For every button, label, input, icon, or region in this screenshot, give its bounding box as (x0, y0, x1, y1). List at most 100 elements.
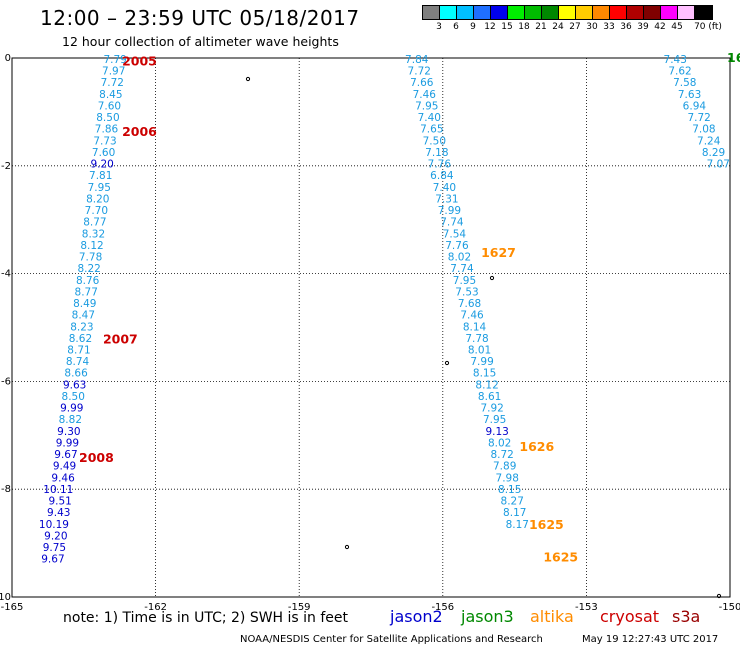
page-subtitle: 12 hour collection of altimeter wave hei… (62, 34, 339, 49)
pass-time-label: 1625 (543, 550, 578, 565)
wave-height-label: 8.32 (82, 228, 105, 240)
wave-height-label: 9.43 (47, 507, 70, 519)
x-tick-label: -165 (1, 602, 24, 613)
wave-height-label: 7.60 (98, 100, 121, 112)
wave-height-label: 8.22 (77, 263, 100, 275)
wave-height-label: 7.74 (440, 217, 464, 229)
wave-height-label: 9.20 (90, 159, 113, 171)
wave-height-label: 9.75 (43, 542, 66, 554)
color-swatch (542, 6, 559, 19)
island-marker (344, 544, 350, 550)
wave-height-label: 8.23 (70, 321, 93, 333)
pass-time-label: 1627 (481, 245, 516, 260)
color-swatch (474, 6, 491, 19)
wave-height-label: 7.43 (664, 54, 687, 66)
wave-height-label: 7.76 (428, 159, 452, 171)
color-scale-label: 70 (ft) (694, 22, 722, 32)
wave-height-label: 7.72 (687, 112, 710, 124)
x-tick-label: -156 (431, 602, 454, 613)
wave-height-label: 8.47 (72, 310, 95, 322)
color-scale-label: 24 (552, 22, 564, 32)
legend-s3a: s3a (672, 607, 701, 626)
island-marker (489, 275, 495, 281)
color-scale-label: 36 (620, 22, 632, 32)
wave-height-label: 7.31 (435, 193, 458, 205)
legend-altika: altika (530, 607, 574, 626)
wave-height-label: 9.30 (57, 426, 80, 438)
wave-height-label: 7.74 (450, 263, 474, 275)
wave-height-label: 8.76 (76, 275, 100, 287)
wave-height-label: 7.66 (410, 77, 434, 89)
timestamp-text: May 19 12:27:43 UTC 2017 (582, 634, 719, 645)
wave-height-label: 8.02 (448, 252, 471, 264)
wave-height-label: 8.14 (463, 321, 487, 333)
color-swatch (440, 6, 457, 19)
wave-height-label: 8.71 (67, 345, 90, 357)
island-marker (245, 76, 251, 82)
wave-height-label: 6.84 (430, 170, 454, 182)
legend-jason3: jason3 (461, 607, 514, 626)
page-title: 12:00 – 23:59 UTC 05/18/2017 (40, 6, 360, 30)
y-tick-label: -4 (1, 269, 11, 280)
wave-height-label: 7.92 (480, 403, 503, 415)
map-frame (11, 57, 731, 598)
x-tick-label: -162 (144, 602, 167, 613)
wave-height-label: 9.46 (51, 472, 75, 484)
wave-height-label: 9.67 (41, 554, 64, 566)
wave-height-label: 8.50 (62, 391, 85, 403)
y-tick-label: -2 (1, 161, 11, 172)
wave-height-label: 8.27 (501, 496, 524, 508)
color-scale-label: 12 (484, 22, 496, 32)
wave-height-label: 7.95 (483, 414, 506, 426)
wave-height-label: 9.99 (56, 437, 79, 449)
color-scale-label: 21 (535, 22, 547, 32)
color-swatch (678, 6, 695, 19)
wave-height-label: 7.65 (420, 124, 443, 136)
wave-height-label: 8.12 (80, 240, 103, 252)
wave-height-label: 8.77 (75, 286, 98, 298)
wave-height-label: 7.68 (458, 298, 481, 310)
color-scale-label: 18 (518, 22, 530, 32)
color-scale-label: 9 (470, 22, 476, 32)
color-swatch (491, 6, 508, 19)
wave-height-label: 7.89 (493, 461, 516, 473)
color-scale-label: 39 (637, 22, 649, 32)
wave-height-label: 7.40 (433, 182, 456, 194)
pass-time-label: 2005 (122, 54, 157, 69)
color-scale: 3 6 9 12 15 18 21 24 27 30 33 36 39 42 45 70 (ft) (422, 5, 722, 34)
wave-height-label: 7.62 (668, 66, 691, 78)
wave-height-label: 10.11 (43, 484, 73, 496)
footer-note: note: 1) Time is in UTC; 2) SWH is in fe… (63, 610, 349, 626)
island-marker (444, 360, 450, 366)
color-scale-label: 45 (671, 22, 683, 32)
wave-height-label: 9.51 (48, 496, 71, 508)
wave-height-label: 7.99 (470, 356, 493, 368)
color-swatch (457, 6, 474, 19)
wave-height-label: 7.18 (425, 147, 448, 159)
y-tick-label: 0 (5, 53, 11, 64)
wave-height-label: 7.78 (465, 333, 488, 345)
color-scale-label: 30 (586, 22, 598, 32)
color-swatch (559, 6, 576, 19)
wave-height-label: 8.15 (473, 368, 496, 380)
pass-time-label: 2006 (122, 124, 157, 139)
wave-height-label: 9.49 (53, 461, 76, 473)
wave-height-label: 6.94 (683, 100, 707, 112)
wave-height-label: 8.29 (702, 147, 725, 159)
wave-height-label: 7.46 (413, 89, 437, 101)
color-scale-label: 33 (603, 22, 615, 32)
color-swatch (627, 6, 644, 19)
wave-height-label: 7.98 (496, 472, 519, 484)
color-swatch (593, 6, 610, 19)
wave-height-label: 7.95 (415, 100, 438, 112)
wave-height-label: 7.86 (95, 124, 119, 136)
wave-height-label: 7.53 (455, 286, 478, 298)
wave-height-label: 8.66 (64, 368, 88, 380)
wave-height-label: 8.74 (66, 356, 90, 368)
wave-height-label: 9.20 (44, 530, 67, 542)
credit-text: NOAA/NESDIS Center for Satellite Applica… (240, 634, 543, 645)
color-swatch (525, 6, 542, 19)
wave-height-label: 7.24 (697, 135, 721, 147)
wave-height-label: 9.67 (54, 449, 77, 461)
